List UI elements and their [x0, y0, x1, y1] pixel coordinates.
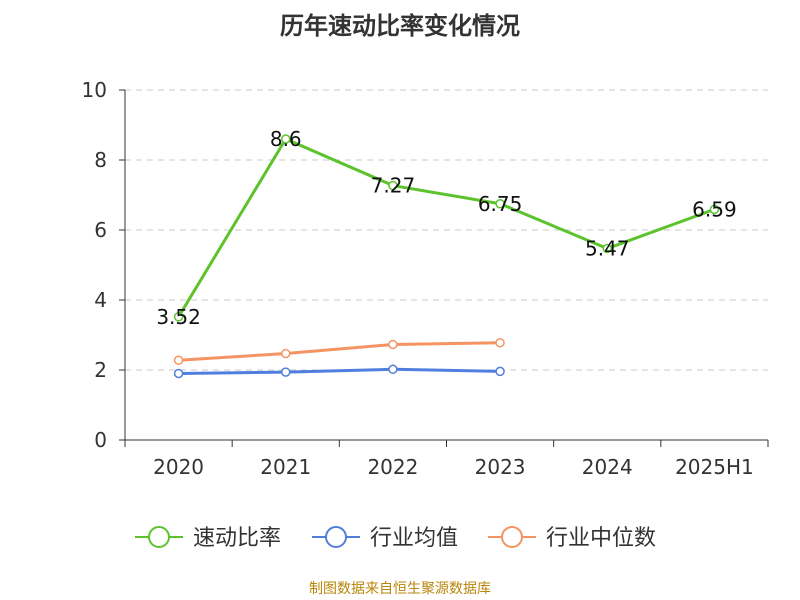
data-label: 6.59: [692, 197, 737, 221]
series-line: [178, 341, 501, 362]
legend-label: 行业均值: [370, 526, 458, 551]
legend-marker: [501, 526, 523, 548]
data-point: [709, 204, 720, 215]
x-tick-label: 2024: [582, 455, 633, 479]
x-tick-label: 2023: [475, 455, 526, 479]
data-label: 7.27: [371, 174, 416, 198]
y-tick-label: 2: [94, 358, 107, 382]
data-point: [173, 355, 184, 365]
data-point: [388, 364, 398, 375]
data-point: [281, 367, 291, 377]
data-label: 8.6: [270, 127, 302, 151]
x-tick-label: 2020: [153, 455, 204, 479]
legend-marker: [148, 526, 170, 548]
data-label: 3.52: [156, 305, 201, 329]
data-point: [495, 199, 505, 209]
x-tick-label: 2021: [260, 455, 311, 479]
series-line: [177, 137, 715, 318]
data-label: 5.47: [585, 237, 630, 261]
legend-label: 行业中位数: [546, 526, 656, 551]
data-label: 6.75: [478, 192, 523, 216]
y-tick-label: 6: [94, 218, 107, 242]
y-tick-label: 0: [94, 428, 107, 452]
data-point: [388, 180, 398, 191]
legend-marker: [325, 526, 347, 548]
x-tick-label: 2022: [367, 455, 418, 479]
data-point: [495, 366, 505, 377]
data-point: [281, 134, 291, 144]
y-tick-label: 8: [94, 148, 107, 172]
legend-label: 速动比率: [193, 526, 281, 551]
x-tick-label: 2025H1: [675, 455, 754, 479]
data-point: [281, 348, 291, 359]
series-line: [178, 367, 501, 375]
data-point: [173, 368, 184, 379]
data-point: [495, 337, 505, 348]
data-point: [602, 243, 612, 254]
y-tick-label: 10: [82, 78, 107, 102]
source-footer: 制图数据来自恒生聚源数据库: [309, 581, 491, 597]
chart-title: 历年速动比率变化情况: [280, 12, 520, 40]
data-point: [173, 312, 184, 322]
data-point: [388, 339, 398, 350]
y-tick-label: 4: [94, 288, 107, 312]
